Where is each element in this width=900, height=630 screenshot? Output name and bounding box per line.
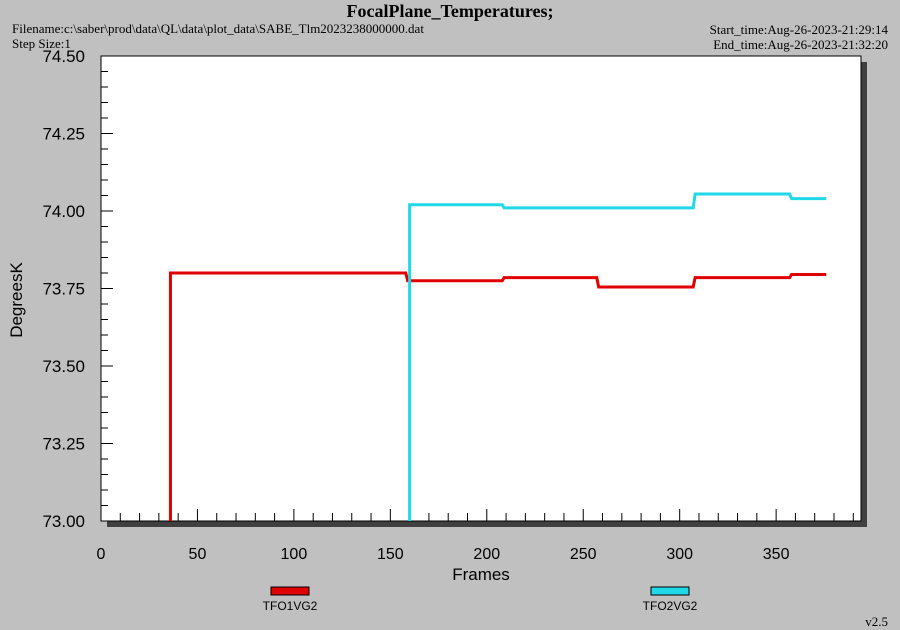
legend-swatch <box>270 586 310 596</box>
start-time: Start_time:Aug-26-2023-21:29:14 <box>710 22 889 37</box>
x-tick-label: 350 <box>763 546 790 563</box>
series-line <box>408 192 827 521</box>
x-tick-label: 200 <box>473 546 500 563</box>
x-tick-label: 50 <box>189 546 207 563</box>
x-tick-label: 0 <box>97 546 106 563</box>
plot-area <box>100 55 862 522</box>
chart-title: FocalPlane_Temperatures; <box>347 1 554 21</box>
x-tick-label: 300 <box>666 546 693 563</box>
x-axis-label: Frames <box>452 565 510 584</box>
y-tick-label: 74.00 <box>42 202 85 221</box>
version: v2.5 <box>865 614 888 629</box>
y-axis-label: DegreesK <box>7 262 26 338</box>
y-tick-label: 74.50 <box>42 47 85 66</box>
step-size: Step Size:1 <box>12 36 71 51</box>
y-tick-label: 73.50 <box>42 357 85 376</box>
y-tick-label: 73.00 <box>42 512 85 531</box>
legend-label: TFO1VG2 <box>263 599 318 613</box>
x-tick-label: 150 <box>377 546 404 563</box>
end-time: End_time:Aug-26-2023-21:32:20 <box>713 37 888 52</box>
y-tick-label: 74.25 <box>42 125 85 144</box>
series-line <box>168 271 827 521</box>
y-tick-label: 73.25 <box>42 435 85 454</box>
legend-label: TFO2VG2 <box>643 599 698 613</box>
x-tick-label: 100 <box>281 546 308 563</box>
legend-swatch <box>650 586 690 596</box>
filename: Filename:c:\saber\prod\data\QL\data\plot… <box>12 21 424 36</box>
x-tick-label: 250 <box>570 546 597 563</box>
y-tick-label: 73.75 <box>42 280 85 299</box>
